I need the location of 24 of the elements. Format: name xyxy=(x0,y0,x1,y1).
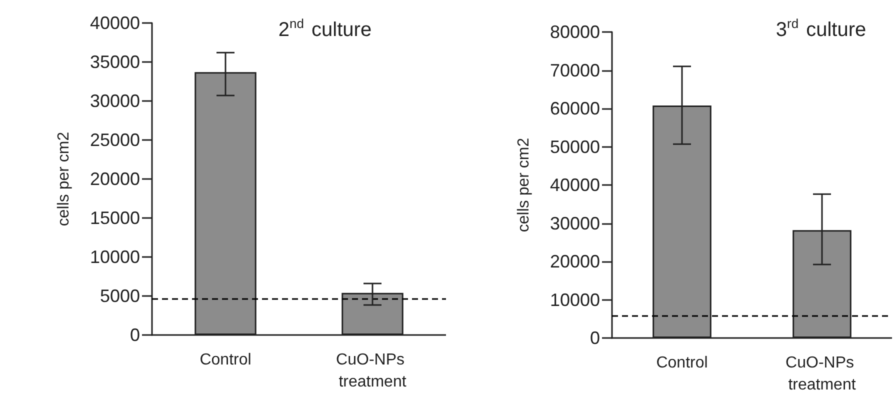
y-tick-label: 40000 xyxy=(90,13,140,33)
y-tick-label: 25000 xyxy=(90,130,140,150)
y-tick-label: 0 xyxy=(130,325,140,345)
y-tick-label: 40000 xyxy=(550,175,600,195)
y-tick-label: 35000 xyxy=(90,52,140,72)
y-axis-title: cells per cm2 xyxy=(516,138,532,232)
y-tick-label: 15000 xyxy=(90,208,140,228)
y-tick-label: 20000 xyxy=(90,169,140,189)
x-tick-label: CuO-NPs treatment xyxy=(786,354,858,394)
y-tick-label: 70000 xyxy=(550,60,600,80)
y-tick-label: 10000 xyxy=(550,290,600,310)
y-tick-label: 60000 xyxy=(550,98,600,118)
y-tick-label: 5000 xyxy=(100,286,140,306)
y-tick-label: 0 xyxy=(590,328,600,348)
x-tick-label: Control xyxy=(200,352,252,368)
y-tick-label: 80000 xyxy=(550,22,600,42)
x-tick-label: CuO-NPs treatment xyxy=(336,352,409,390)
y-tick-label: 50000 xyxy=(550,136,600,157)
y-tick-label: 30000 xyxy=(550,213,600,234)
y-tick-label: 10000 xyxy=(90,247,140,267)
y-axis-title: cells per cm2 xyxy=(56,132,72,226)
y-tick-label: 20000 xyxy=(550,252,600,272)
y-tick-label: 30000 xyxy=(90,91,140,111)
x-tick-label: Control xyxy=(656,354,708,372)
